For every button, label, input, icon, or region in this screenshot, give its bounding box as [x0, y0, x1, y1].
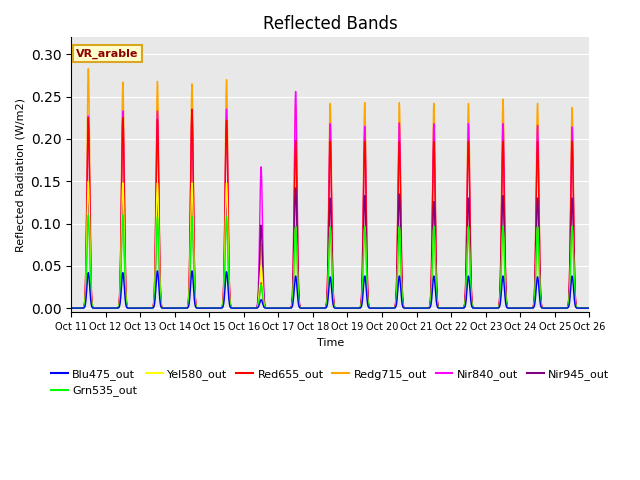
Redg715_out — [67, 305, 75, 311]
Blu475_out — [586, 305, 593, 311]
Yel580_out — [178, 305, 186, 311]
Nir945_out — [173, 305, 180, 311]
Nir840_out — [261, 303, 269, 309]
Nir840_out — [292, 89, 300, 95]
Grn535_out — [261, 305, 269, 311]
Redg715_out — [584, 305, 591, 311]
Yel580_out — [584, 305, 591, 311]
X-axis label: Time: Time — [317, 337, 344, 348]
Line: Grn535_out: Grn535_out — [71, 215, 589, 308]
Grn535_out — [476, 305, 483, 311]
Redg715_out — [84, 66, 92, 72]
Yel580_out — [84, 178, 92, 184]
Redg715_out — [173, 305, 180, 311]
Text: VR_arable: VR_arable — [76, 48, 139, 59]
Grn535_out — [586, 305, 593, 311]
Nir945_out — [261, 304, 269, 310]
Blu475_out — [178, 305, 186, 311]
Red655_out — [178, 305, 186, 311]
Nir840_out — [178, 305, 186, 311]
Redg715_out — [402, 305, 410, 311]
Line: Blu475_out: Blu475_out — [71, 271, 589, 308]
Yel580_out — [67, 305, 75, 311]
Grn535_out — [173, 305, 180, 311]
Blu475_out — [402, 305, 410, 311]
Nir945_out — [178, 305, 186, 311]
Blu475_out — [261, 305, 269, 311]
Redg715_out — [586, 305, 593, 311]
Y-axis label: Reflected Radiation (W/m2): Reflected Radiation (W/m2) — [15, 98, 25, 252]
Grn535_out — [67, 305, 75, 311]
Red655_out — [476, 305, 483, 311]
Redg715_out — [178, 305, 186, 311]
Red655_out — [275, 305, 282, 311]
Line: Redg715_out: Redg715_out — [71, 69, 589, 308]
Nir840_out — [402, 305, 410, 311]
Title: Reflected Bands: Reflected Bands — [263, 15, 397, 33]
Line: Red655_out: Red655_out — [71, 109, 589, 308]
Red655_out — [584, 305, 591, 311]
Red655_out — [188, 107, 196, 112]
Blu475_out — [67, 305, 75, 311]
Nir945_out — [584, 305, 591, 311]
Nir945_out — [292, 185, 300, 191]
Yel580_out — [476, 305, 483, 311]
Nir840_out — [586, 305, 593, 311]
Nir840_out — [476, 305, 483, 311]
Blu475_out — [584, 305, 591, 311]
Line: Nir945_out: Nir945_out — [71, 188, 589, 308]
Red655_out — [586, 305, 593, 311]
Red655_out — [261, 305, 269, 311]
Grn535_out — [84, 212, 92, 218]
Yel580_out — [173, 305, 180, 311]
Red655_out — [402, 305, 410, 311]
Yel580_out — [261, 305, 269, 311]
Legend: Blu475_out, Grn535_out, Yel580_out, Red655_out, Redg715_out, Nir840_out, Nir945_: Blu475_out, Grn535_out, Yel580_out, Red6… — [47, 365, 614, 401]
Line: Nir840_out: Nir840_out — [71, 92, 589, 308]
Red655_out — [67, 305, 75, 311]
Nir840_out — [67, 305, 75, 311]
Nir945_out — [402, 305, 410, 311]
Nir840_out — [584, 305, 591, 311]
Nir945_out — [586, 305, 593, 311]
Grn535_out — [178, 305, 186, 311]
Redg715_out — [261, 304, 269, 310]
Nir945_out — [67, 305, 75, 311]
Blu475_out — [476, 305, 483, 311]
Red655_out — [173, 305, 180, 311]
Nir840_out — [173, 305, 180, 311]
Blu475_out — [173, 305, 180, 311]
Yel580_out — [402, 305, 410, 311]
Nir945_out — [476, 305, 483, 311]
Grn535_out — [402, 305, 410, 311]
Yel580_out — [586, 305, 593, 311]
Grn535_out — [584, 305, 591, 311]
Blu475_out — [154, 268, 161, 274]
Line: Yel580_out: Yel580_out — [71, 181, 589, 308]
Redg715_out — [476, 305, 483, 311]
